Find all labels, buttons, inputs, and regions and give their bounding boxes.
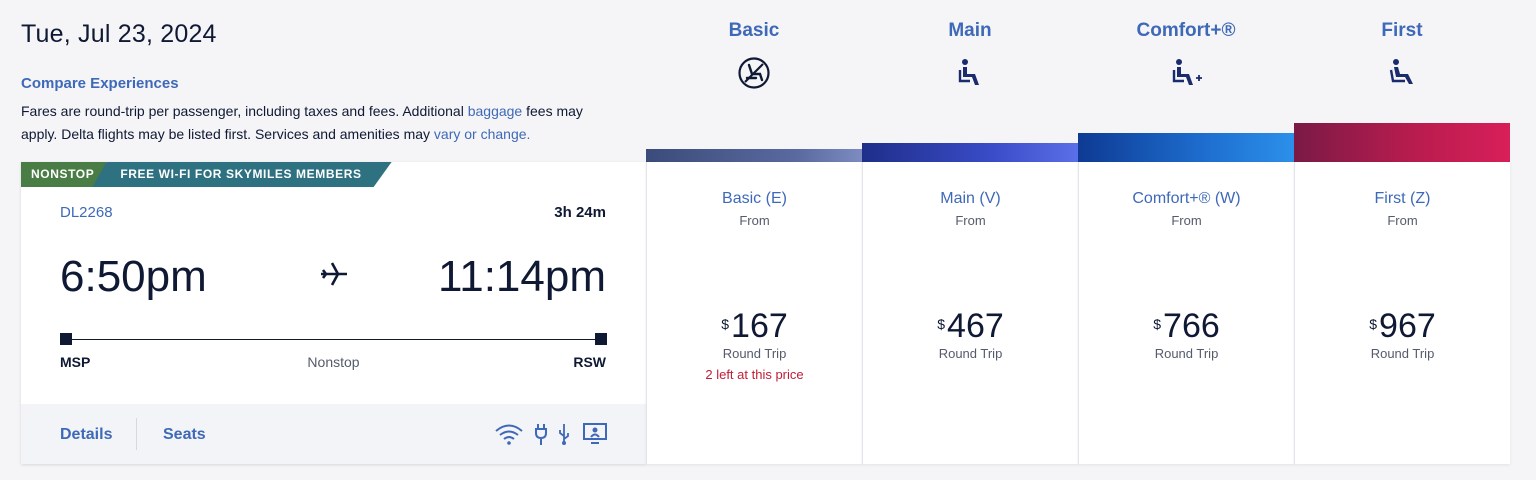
cabin-name-basic: Basic	[728, 20, 780, 41]
cabin-header-basic[interactable]: Basic	[646, 20, 862, 90]
fare-price-basic: $167	[647, 308, 862, 344]
seats-link[interactable]: Seats	[163, 426, 206, 443]
no-seat-selection-icon	[738, 57, 770, 89]
details-link[interactable]: Details	[60, 426, 113, 443]
flight-number[interactable]: DL2268	[60, 204, 113, 221]
fare-from-comfort-plus: From	[1171, 213, 1202, 228]
flight-date: Tue, Jul 23, 2024	[21, 20, 217, 48]
footer-divider	[136, 418, 137, 450]
fare-trip-comfort-plus: Round Trip	[1154, 346, 1219, 361]
price-amount: 467	[947, 307, 1004, 345]
cabin-header-comfort-plus[interactable]: Comfort+®	[1078, 20, 1294, 90]
nonstop-tag: NONSTOP	[21, 162, 107, 187]
fare-comfort-plus[interactable]: Comfort+® (W) From $766 Round Trip	[1078, 162, 1294, 464]
fare-from-basic: From	[739, 213, 770, 228]
seat-plus-icon	[1172, 59, 1202, 85]
price-amount: 766	[1163, 307, 1220, 345]
cabin-name-first: First	[1381, 20, 1423, 41]
cabin-bar-comfort-plus	[1078, 133, 1294, 162]
compare-experiences-link[interactable]: Compare Experiences	[21, 75, 179, 92]
origin-airport: MSP	[60, 354, 91, 370]
recliner-seat-icon	[1389, 59, 1413, 84]
airplane-icon	[321, 262, 347, 286]
fare-first[interactable]: First (Z) From $967 Round Trip	[1294, 162, 1510, 464]
fare-note: Fares are round-trip per passenger, incl…	[21, 100, 621, 146]
cabin-name-comfort-plus: Comfort+®	[1136, 20, 1236, 41]
fare-trip-basic: Round Trip	[722, 346, 787, 361]
cabin-bar-basic	[646, 149, 862, 162]
power-plug-icon	[535, 424, 547, 445]
fare-note-text-1: Fares are round-trip per passenger, incl…	[21, 103, 468, 119]
fare-price-comfort-plus: $766	[1079, 308, 1294, 344]
baggage-link[interactable]: baggage	[467, 103, 523, 119]
entertainment-screen-icon	[583, 423, 607, 444]
departure-time: 6:50pm	[60, 252, 207, 301]
route-line	[66, 339, 601, 340]
cabin-bar-main	[862, 143, 1078, 162]
fare-from-main: From	[955, 213, 986, 228]
seat-icon	[958, 59, 979, 85]
fare-main[interactable]: Main (V) From $467 Round Trip	[862, 162, 1078, 464]
fare-trip-first: Round Trip	[1370, 346, 1435, 361]
vary-or-change-link[interactable]: vary or change.	[433, 126, 531, 142]
arrival-time: 11:14pm	[438, 252, 606, 301]
fare-basic[interactable]: Basic (E) From $167 Round Trip 2 left at…	[646, 162, 862, 464]
fare-price-main: $467	[863, 308, 1078, 344]
flight-card-footer: Details Seats	[21, 404, 646, 464]
origin-marker	[60, 333, 72, 345]
currency-symbol: $	[721, 316, 730, 332]
fare-class-comfort-plus: Comfort+® (W)	[1132, 190, 1241, 207]
destination-airport: RSW	[573, 354, 606, 370]
cabin-name-main: Main	[948, 20, 992, 41]
flight-tags: NONSTOP FREE WI-FI FOR SKYMILES MEMBERS	[21, 162, 392, 187]
fare-class-first: First (Z)	[1374, 190, 1431, 207]
fare-note-text-2: fees may apply. Delta flights may be lis…	[21, 103, 583, 142]
fare-price-first: $967	[1295, 308, 1510, 344]
destination-marker	[595, 333, 607, 345]
fare-class-main: Main (V)	[940, 190, 1001, 207]
flight-card: NONSTOP FREE WI-FI FOR SKYMILES MEMBERS …	[21, 162, 646, 464]
fare-class-basic: Basic (E)	[722, 190, 787, 207]
wifi-icon	[495, 424, 523, 445]
fare-trip-main: Round Trip	[938, 346, 1003, 361]
free-wifi-tag: FREE WI-FI FOR SKYMILES MEMBERS	[92, 162, 391, 187]
fare-from-first: From	[1387, 213, 1418, 228]
cabin-bar-first	[1294, 123, 1510, 162]
stops-label: Nonstop	[307, 354, 360, 370]
cabin-header-main[interactable]: Main	[862, 20, 1078, 90]
currency-symbol: $	[1369, 316, 1378, 332]
price-amount: 967	[1379, 307, 1436, 345]
price-amount: 167	[731, 307, 788, 345]
flight-duration: 3h 24m	[554, 204, 606, 221]
usb-icon	[559, 424, 569, 445]
currency-symbol: $	[1153, 316, 1162, 332]
cabin-header-first[interactable]: First	[1294, 20, 1510, 90]
currency-symbol: $	[937, 316, 946, 332]
seats-left-basic: 2 left at this price	[705, 367, 804, 382]
